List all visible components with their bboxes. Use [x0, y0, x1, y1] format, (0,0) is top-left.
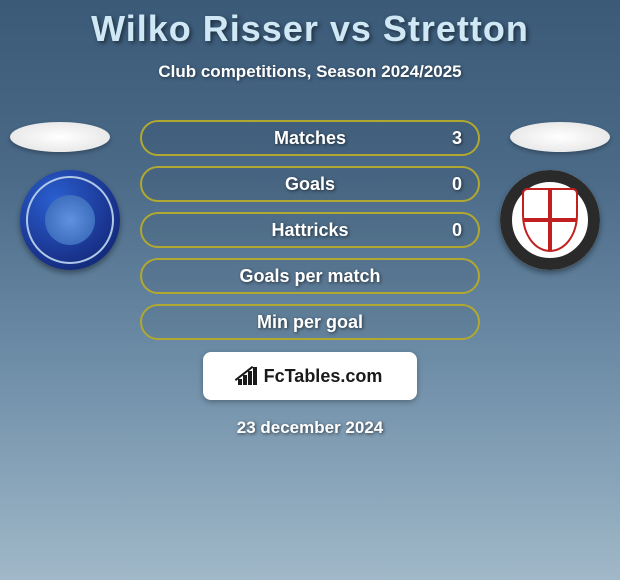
comparison-subtitle: Club competitions, Season 2024/2025 [0, 62, 620, 82]
stat-row-min-per-goal: Min per goal [140, 304, 480, 340]
stat-value: 0 [452, 220, 462, 241]
date-label: 23 december 2024 [140, 418, 480, 438]
stat-row-matches: Matches 3 [140, 120, 480, 156]
comparison-title: Wilko Risser vs Stretton [0, 0, 620, 50]
stat-row-hattricks: Hattricks 0 [140, 212, 480, 248]
stat-value: 0 [452, 174, 462, 195]
stat-row-goals-per-match: Goals per match [140, 258, 480, 294]
brand-logo: FcTables.com [238, 366, 383, 387]
stat-label: Hattricks [271, 220, 348, 241]
stat-label: Matches [274, 128, 346, 149]
club-badge-left [20, 170, 120, 270]
stat-label: Min per goal [257, 312, 363, 333]
player-right-head-placeholder [510, 122, 610, 152]
bar-chart-icon [238, 367, 260, 385]
brand-box: FcTables.com [203, 352, 417, 400]
stat-row-goals: Goals 0 [140, 166, 480, 202]
club-badge-right [500, 170, 600, 270]
player-left-head-placeholder [10, 122, 110, 152]
stat-label: Goals [285, 174, 335, 195]
stat-value: 3 [452, 128, 462, 149]
club-badge-left-inner [45, 195, 95, 245]
stat-label: Goals per match [239, 266, 380, 287]
brand-text: FcTables.com [264, 366, 383, 387]
stats-panel: Matches 3 Goals 0 Hattricks 0 Goals per … [140, 120, 480, 438]
